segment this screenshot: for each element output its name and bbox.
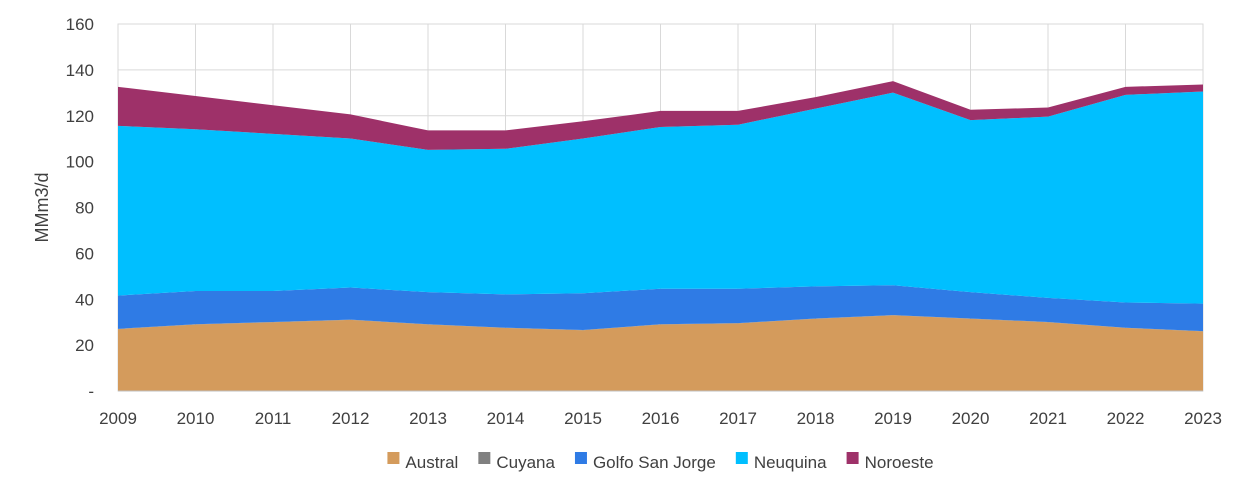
legend-item-cuyana: Cuyana [478, 452, 555, 472]
x-tick-label: 2009 [99, 409, 137, 428]
y-axis-title: MMm3/d [32, 172, 52, 242]
y-tick-label: 40 [75, 290, 94, 309]
x-tick-label: 2020 [952, 409, 990, 428]
y-tick-label: 20 [75, 336, 94, 355]
area-golfo-san-jorge [118, 285, 1203, 332]
area-noroeste [118, 81, 1203, 150]
x-tick-label: 2023 [1184, 409, 1222, 428]
x-tick-label: 2022 [1107, 409, 1145, 428]
legend-label: Neuquina [754, 453, 827, 472]
legend-item-golfo-san-jorge: Golfo San Jorge [574, 452, 716, 472]
legend-swatch [387, 452, 400, 464]
x-tick-label: 2019 [874, 409, 912, 428]
x-tick-label: 2012 [332, 409, 370, 428]
legend-item-noroeste: Noroeste [846, 452, 934, 472]
x-tick-label: 2018 [797, 409, 835, 428]
legend-swatch [478, 452, 491, 464]
legend-item-neuquina: Neuquina [735, 452, 827, 472]
x-tick-label: 2010 [177, 409, 215, 428]
y-tick-label: 100 [66, 153, 94, 172]
y-tick-label: 120 [66, 107, 94, 126]
legend-swatch [846, 452, 859, 464]
y-tick-label: 160 [66, 15, 94, 34]
legend: Austral Cuyana Golfo San Jorge Neuquina Noro… [387, 452, 934, 472]
legend-label: Cuyana [496, 453, 555, 472]
x-tick-label: 2017 [719, 409, 757, 428]
area-series-group [118, 81, 1203, 391]
legend-swatch [735, 452, 748, 464]
x-tick-label: 2021 [1029, 409, 1067, 428]
x-tick-label: 2011 [255, 409, 292, 428]
legend-label: Austral [405, 453, 458, 472]
legend-label: Noroeste [865, 453, 934, 472]
legend-label: Golfo San Jorge [593, 453, 716, 472]
legend-item-austral: Austral [387, 452, 458, 472]
y-tick-label: 80 [75, 199, 94, 218]
area-neuquina [118, 91, 1203, 304]
x-tick-label: 2013 [409, 409, 447, 428]
x-tick-label: 2015 [564, 409, 602, 428]
axes: - 20 40 60 80 100 120 140 160 2009 2010 2011 2012 201… [66, 15, 1222, 428]
y-tick-label: 60 [75, 244, 94, 263]
y-tick-label: - [88, 382, 94, 401]
area-austral [118, 315, 1203, 391]
x-tick-label: 2014 [487, 409, 525, 428]
legend-swatch [574, 452, 587, 464]
x-tick-label: 2016 [642, 409, 680, 428]
y-tick-label: 140 [66, 61, 94, 80]
